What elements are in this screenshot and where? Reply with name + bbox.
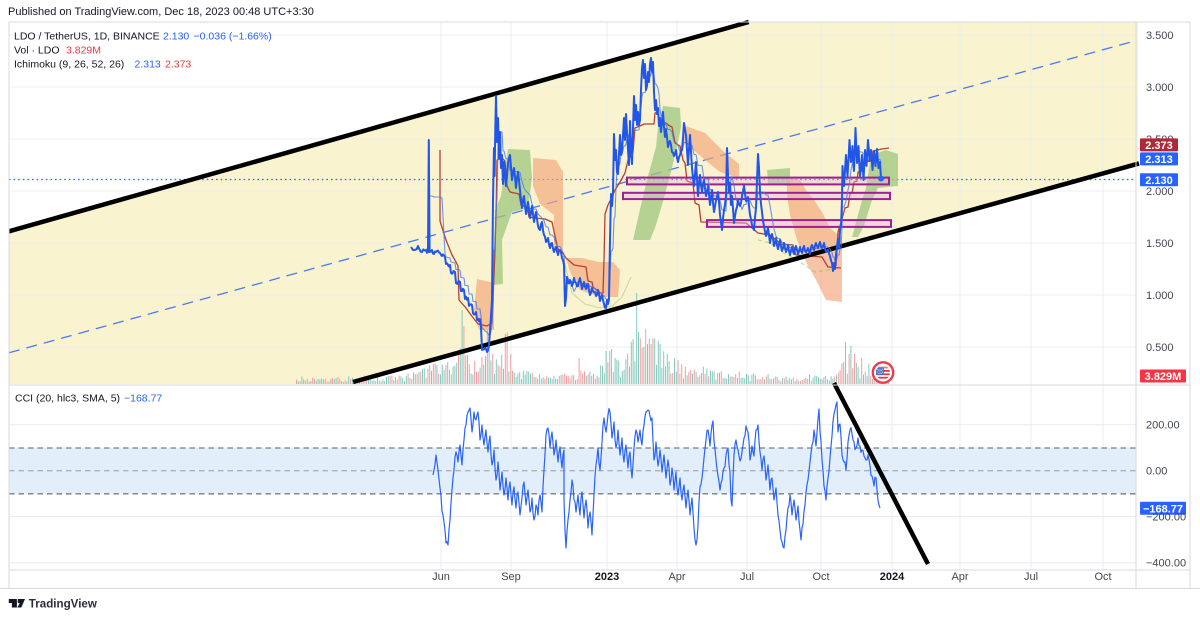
svg-text:3.829M: 3.829M — [66, 45, 101, 57]
svg-text:−168.77: −168.77 — [1143, 503, 1183, 515]
svg-text:2.313: 2.313 — [135, 59, 161, 71]
svg-text:Vol · LDO: Vol · LDO — [14, 45, 60, 57]
svg-text:Oct: Oct — [812, 571, 829, 583]
svg-text:2.373: 2.373 — [165, 59, 191, 71]
svg-text:−0.036 (−1.66%): −0.036 (−1.66%) — [194, 31, 272, 43]
svg-text:Ichimoku (9, 26, 52, 26): Ichimoku (9, 26, 52, 26) — [14, 59, 124, 71]
svg-text:Jul: Jul — [740, 571, 754, 583]
svg-text:2.130: 2.130 — [1145, 175, 1173, 187]
svg-text:3.000: 3.000 — [1146, 82, 1174, 94]
svg-text:2.130: 2.130 — [163, 31, 189, 43]
svg-text:1.500: 1.500 — [1146, 238, 1174, 250]
svg-text:−400.00: −400.00 — [1146, 558, 1186, 570]
svg-text:−200.00: −200.00 — [1146, 512, 1186, 524]
svg-text:Published on TradingView.com,: Published on TradingView.com, Dec 18, 20… — [8, 6, 314, 18]
svg-text:Jun: Jun — [432, 571, 450, 583]
svg-text:2.000: 2.000 — [1146, 186, 1174, 198]
svg-text:1.000: 1.000 — [1146, 290, 1174, 302]
svg-text:Sep: Sep — [501, 571, 521, 583]
svg-text:0.500: 0.500 — [1146, 342, 1174, 354]
svg-text:2.373: 2.373 — [1145, 140, 1173, 152]
svg-text:Apr: Apr — [951, 571, 968, 583]
svg-text:3.829M: 3.829M — [1145, 371, 1182, 383]
svg-text:Oct: Oct — [1094, 571, 1111, 583]
svg-text:2023: 2023 — [595, 571, 619, 583]
svg-text:0.00: 0.00 — [1146, 466, 1167, 478]
svg-text:CCI (20, hlc3, SMA, 5): CCI (20, hlc3, SMA, 5) — [15, 393, 120, 405]
svg-text:−168.77: −168.77 — [124, 393, 162, 405]
svg-text:2024: 2024 — [880, 571, 905, 583]
svg-text:LDO / TetherUS, 1D, BINANCE: LDO / TetherUS, 1D, BINANCE — [14, 31, 160, 43]
svg-text:TradingView: TradingView — [29, 598, 98, 611]
svg-text:Jul: Jul — [1024, 571, 1038, 583]
svg-text:3.500: 3.500 — [1146, 30, 1174, 42]
svg-text:Apr: Apr — [668, 571, 685, 583]
svg-text:2.313: 2.313 — [1145, 154, 1173, 166]
svg-text:200.00: 200.00 — [1146, 420, 1180, 432]
